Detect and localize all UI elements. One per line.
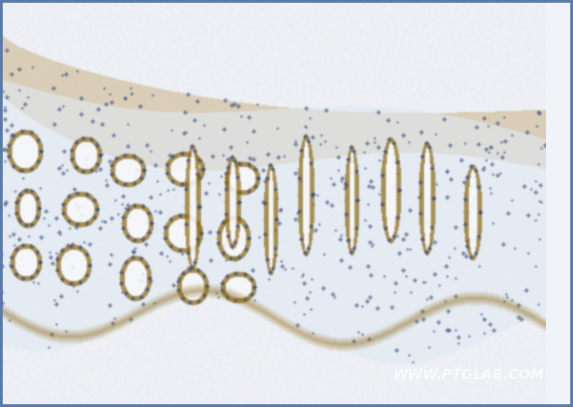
Text: WWW.PTGLAB.COM: WWW.PTGLAB.COM (393, 368, 544, 381)
